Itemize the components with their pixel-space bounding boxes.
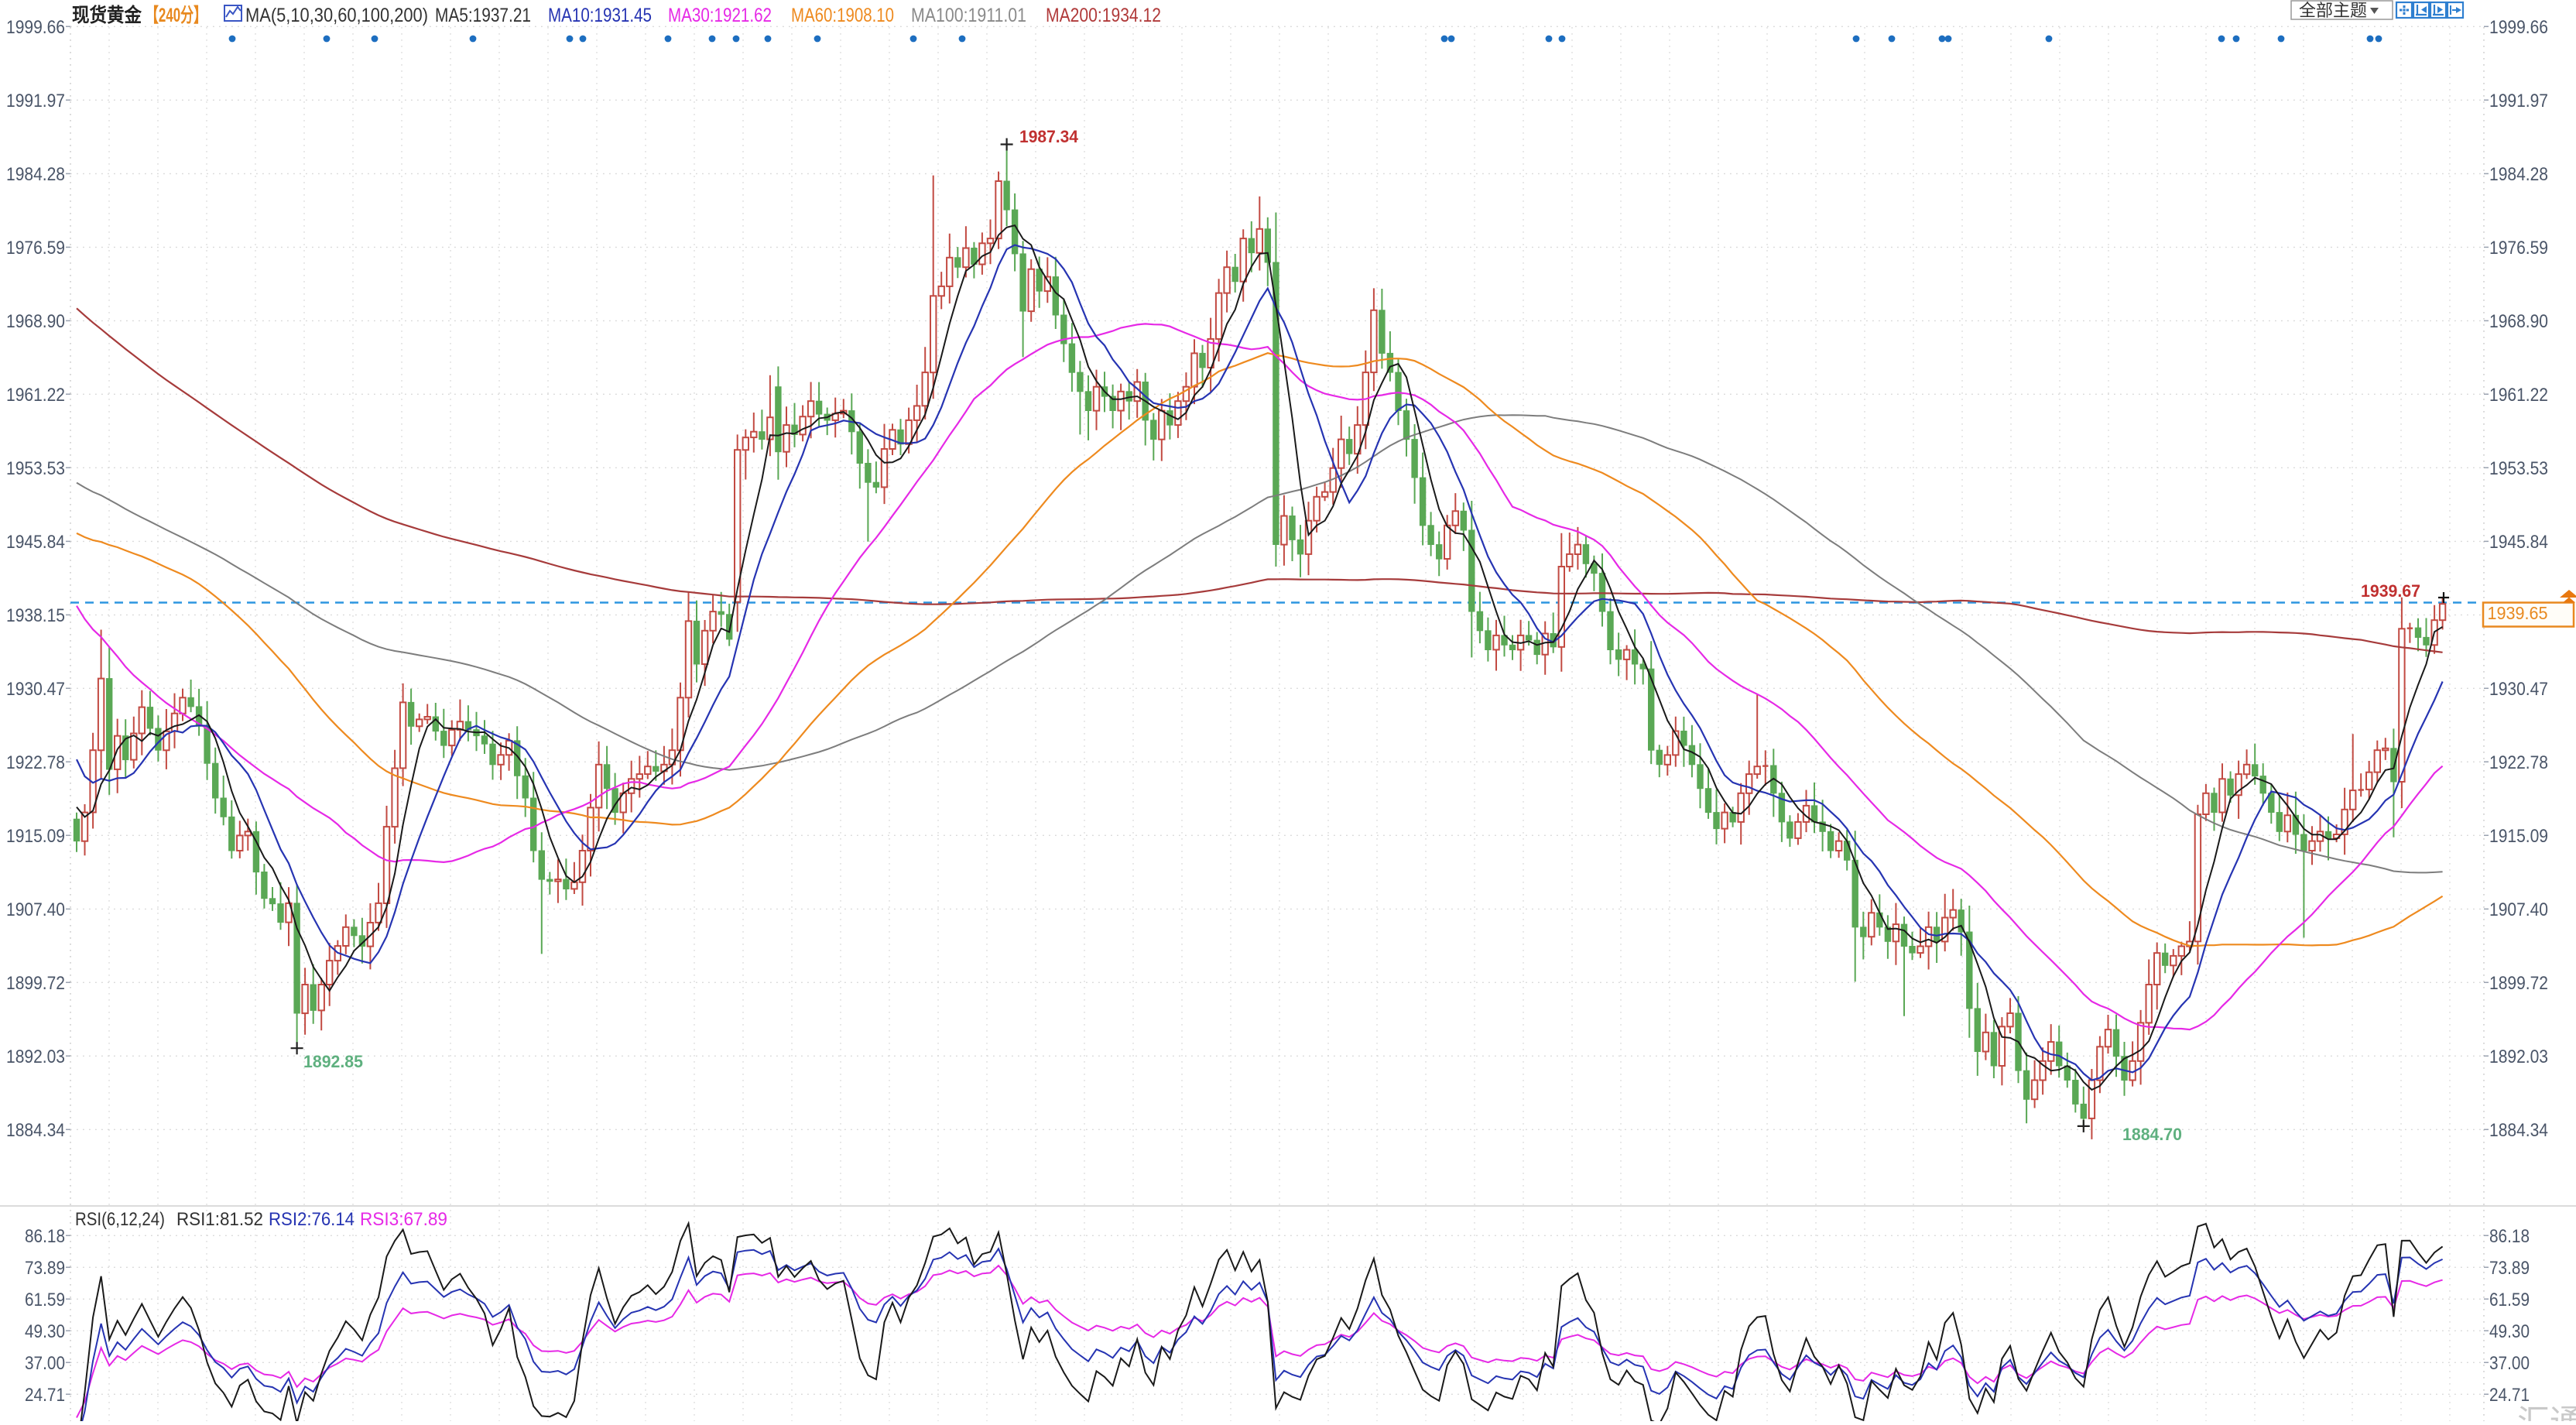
svg-text:1884.70: 1884.70 bbox=[2122, 1125, 2182, 1144]
svg-text:86.18: 86.18 bbox=[2489, 1226, 2530, 1247]
svg-text:1899.72: 1899.72 bbox=[6, 973, 65, 994]
svg-text:86.18: 86.18 bbox=[25, 1226, 65, 1247]
svg-text:RSI3:67.89: RSI3:67.89 bbox=[360, 1209, 447, 1230]
svg-text:现货黄金: 现货黄金 bbox=[72, 4, 142, 26]
svg-text:1938.15: 1938.15 bbox=[6, 605, 65, 626]
svg-text:RSI(6,12,24): RSI(6,12,24) bbox=[75, 1209, 165, 1230]
svg-text:37.00: 37.00 bbox=[2489, 1353, 2530, 1374]
svg-text:1915.09: 1915.09 bbox=[6, 826, 65, 847]
svg-text:1984.28: 1984.28 bbox=[2489, 164, 2548, 185]
svg-text:1961.22: 1961.22 bbox=[2489, 385, 2548, 406]
svg-text:1884.34: 1884.34 bbox=[6, 1120, 65, 1141]
svg-text:49.30: 49.30 bbox=[25, 1321, 65, 1342]
svg-text:61.59: 61.59 bbox=[2489, 1290, 2530, 1310]
svg-text:73.89: 73.89 bbox=[25, 1258, 65, 1279]
svg-text:1945.84: 1945.84 bbox=[2489, 532, 2548, 553]
svg-text:1953.53: 1953.53 bbox=[2489, 458, 2548, 479]
svg-text:1991.97: 1991.97 bbox=[2489, 91, 2548, 111]
svg-text:73.89: 73.89 bbox=[2489, 1258, 2530, 1279]
svg-text:RSI1:81.52: RSI1:81.52 bbox=[176, 1209, 263, 1230]
svg-text:1892.03: 1892.03 bbox=[6, 1046, 65, 1067]
svg-text:1968.90: 1968.90 bbox=[6, 311, 65, 332]
svg-text:MA10:1931.45: MA10:1931.45 bbox=[548, 5, 652, 26]
svg-text:MA30:1921.62: MA30:1921.62 bbox=[668, 5, 772, 26]
svg-text:1939.65: 1939.65 bbox=[2488, 603, 2548, 623]
svg-text:MA(5,10,30,60,100,200): MA(5,10,30,60,100,200) bbox=[245, 5, 428, 26]
svg-text:1922.78: 1922.78 bbox=[6, 752, 65, 773]
svg-text:1899.72: 1899.72 bbox=[2489, 973, 2548, 994]
svg-text:1999.66: 1999.66 bbox=[2489, 17, 2548, 38]
svg-text:汇通财经: 汇通财经 bbox=[2517, 1403, 2576, 1421]
svg-text:1945.84: 1945.84 bbox=[6, 532, 65, 553]
svg-text:1987.34: 1987.34 bbox=[1019, 127, 1079, 146]
svg-text:MA100:1911.01: MA100:1911.01 bbox=[911, 5, 1026, 26]
svg-text:MA5:1937.21: MA5:1937.21 bbox=[435, 5, 531, 26]
svg-text:1991.97: 1991.97 bbox=[6, 91, 65, 111]
svg-text:1884.34: 1884.34 bbox=[2489, 1120, 2548, 1141]
svg-text:1915.09: 1915.09 bbox=[2489, 826, 2548, 847]
svg-text:1930.47: 1930.47 bbox=[2489, 679, 2548, 700]
svg-text:MA200:1934.12: MA200:1934.12 bbox=[1046, 5, 1161, 26]
svg-text:1922.78: 1922.78 bbox=[2489, 752, 2548, 773]
svg-text:1976.59: 1976.59 bbox=[6, 238, 65, 259]
svg-text:49.30: 49.30 bbox=[2489, 1321, 2530, 1342]
svg-text:1939.67: 1939.67 bbox=[2361, 581, 2420, 601]
svg-text:1930.47: 1930.47 bbox=[6, 679, 65, 700]
svg-text:61.59: 61.59 bbox=[25, 1290, 65, 1310]
svg-text:1999.66: 1999.66 bbox=[6, 17, 65, 38]
svg-text:1976.59: 1976.59 bbox=[2489, 238, 2548, 259]
svg-text:1984.28: 1984.28 bbox=[6, 164, 65, 185]
svg-text:【240分】: 【240分】 bbox=[146, 5, 207, 26]
svg-text:1892.85: 1892.85 bbox=[303, 1052, 363, 1071]
svg-text:24.71: 24.71 bbox=[2489, 1385, 2530, 1406]
svg-text:1961.22: 1961.22 bbox=[6, 385, 65, 406]
svg-text:1953.53: 1953.53 bbox=[6, 458, 65, 479]
svg-text:1907.40: 1907.40 bbox=[6, 899, 65, 920]
svg-text:全部主题: 全部主题 bbox=[2299, 1, 2367, 20]
svg-text:37.00: 37.00 bbox=[25, 1353, 65, 1374]
svg-text:1892.03: 1892.03 bbox=[2489, 1046, 2548, 1067]
svg-text:1968.90: 1968.90 bbox=[2489, 311, 2548, 332]
svg-text:RSI2:76.14: RSI2:76.14 bbox=[269, 1209, 355, 1230]
svg-text:24.71: 24.71 bbox=[25, 1385, 65, 1406]
svg-text:1907.40: 1907.40 bbox=[2489, 899, 2548, 920]
svg-text:MA60:1908.10: MA60:1908.10 bbox=[791, 5, 894, 26]
